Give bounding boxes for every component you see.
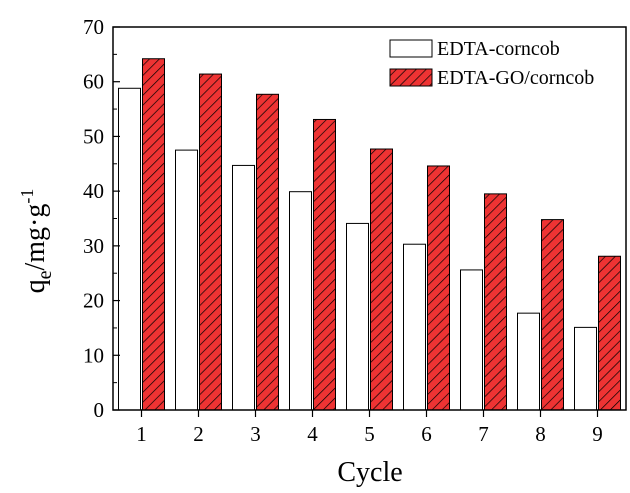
bar-edta-corncob-cycle-6 [403,243,426,411]
bar-edta-corncob-cycle-4 [289,191,312,411]
legend: EDTA-corncob EDTA-GO/corncob [389,38,594,89]
legend-label: EDTA-corncob [437,38,560,60]
y-tick-label: 60 [83,70,104,94]
legend-swatch-edta-corncob [389,39,433,58]
x-tick-label: 5 [364,422,375,446]
bar-edta-go-corncob-cycle-9 [598,255,621,411]
x-axis-title: Cycle [337,457,402,488]
x-tick-label: 3 [250,422,261,446]
bar-edta-corncob-cycle-2 [175,149,198,411]
axes-group: 0 10 20 30 40 50 60 70 1 2 3 4 5 6 7 8 9 [83,15,627,446]
bar-edta-corncob-cycle-9 [574,326,597,411]
y-tick-label: 70 [83,15,104,39]
y-tick-label: 10 [83,343,104,367]
y-axis-title: qe/mg·g-1 [17,189,56,294]
bar-edta-go-corncob-cycle-1 [142,58,165,411]
bar-edta-corncob-cycle-7 [460,269,483,411]
x-tick-label: 2 [193,422,204,446]
bar-edta-go-corncob-cycle-5 [370,148,393,411]
y-tick-label: 20 [83,289,104,313]
legend-label: EDTA-GO/corncob [437,67,594,89]
bar-edta-corncob-cycle-8 [517,312,540,411]
bar-edta-corncob-cycle-5 [346,222,369,411]
bar-edta-corncob-cycle-1 [118,87,141,411]
x-tick-label: 8 [535,422,546,446]
y-tick-label: 30 [83,234,104,258]
y-tick-label: 50 [83,124,104,148]
bars-group [118,58,621,411]
bar-edta-go-corncob-cycle-6 [427,165,450,411]
x-tick-label: 6 [421,422,432,446]
x-tick-label: 7 [478,422,489,446]
legend-swatch-edta-go-corncob [389,68,433,87]
x-tick-label: 4 [307,422,318,446]
x-tick-label: 1 [136,422,147,446]
bar-edta-go-corncob-cycle-8 [541,219,564,411]
bar-edta-go-corncob-cycle-7 [484,193,507,411]
bar-edta-corncob-cycle-3 [232,164,255,411]
y-tick-label: 0 [94,398,105,422]
y-tick-label: 40 [83,179,104,203]
bar-edta-go-corncob-cycle-4 [313,118,336,411]
x-tick-label: 9 [592,422,603,446]
bar-edta-go-corncob-cycle-2 [199,73,222,411]
bar-edta-go-corncob-cycle-3 [256,93,279,411]
